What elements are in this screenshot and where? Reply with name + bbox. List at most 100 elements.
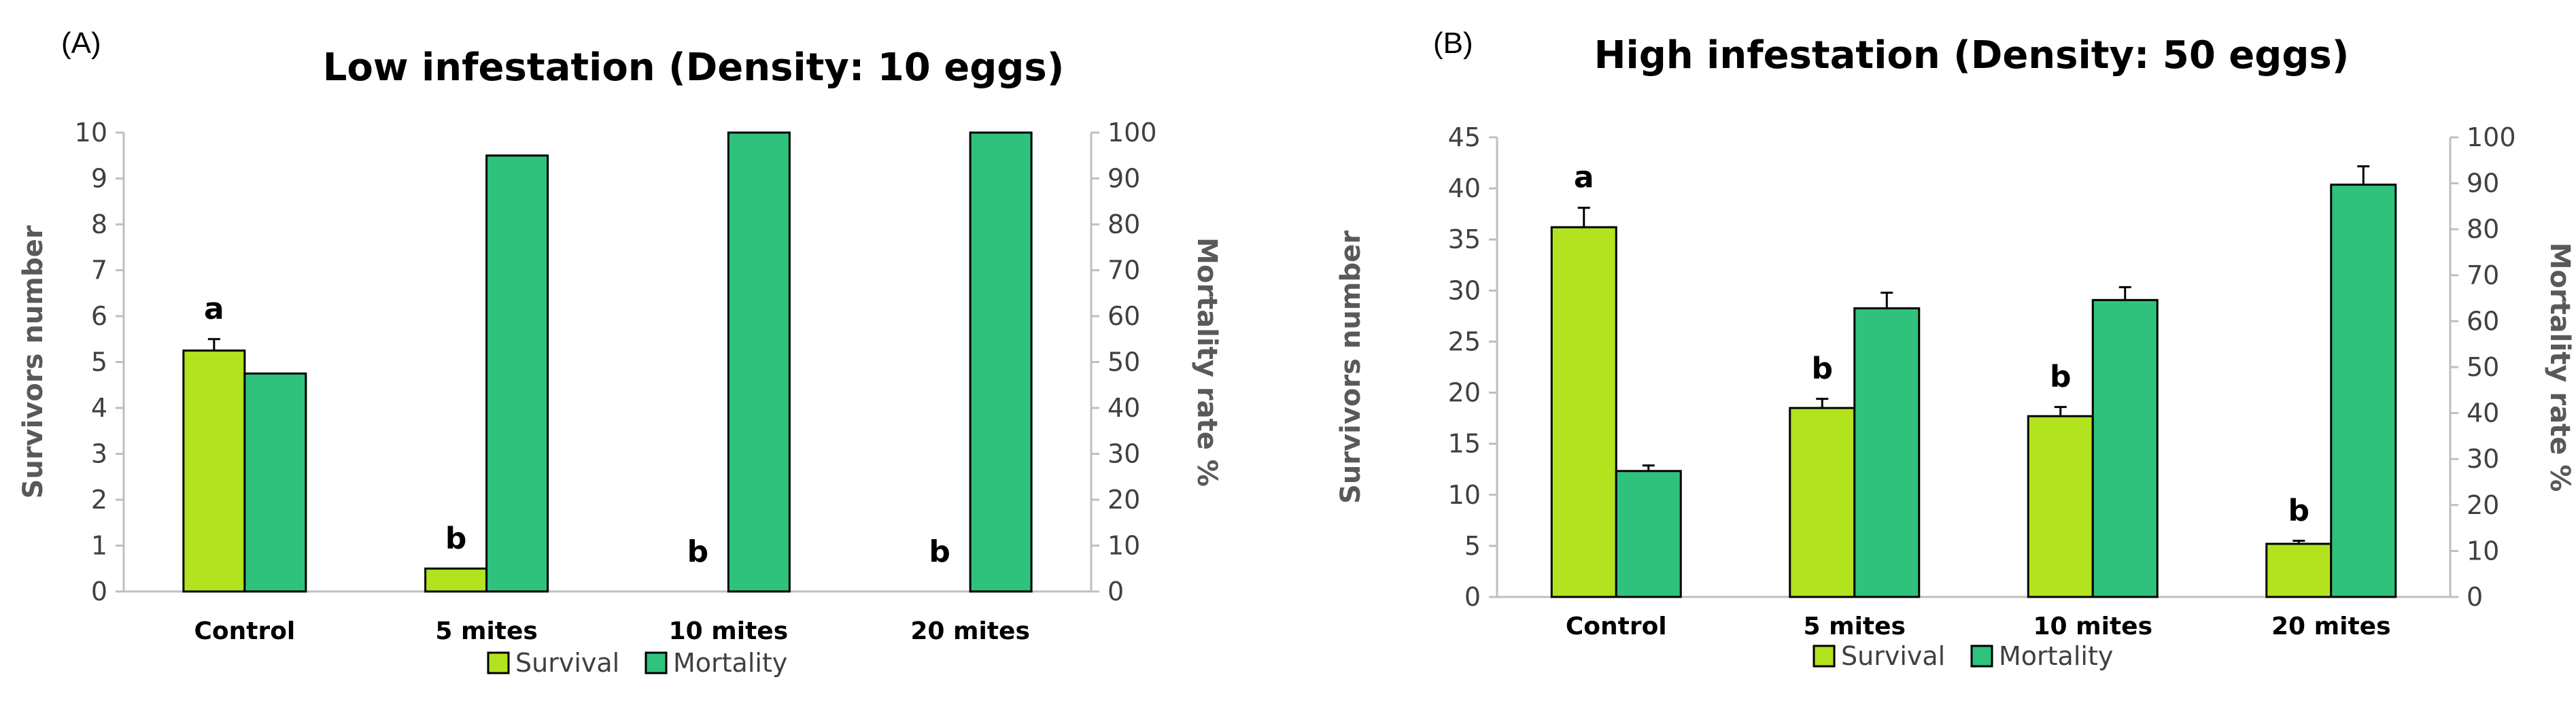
right-tick-label: 30: [2467, 444, 2499, 474]
legend: Survival Mortality: [487, 648, 787, 678]
legend-swatch-survival: [1813, 645, 1836, 668]
significance-letter: b: [687, 534, 709, 569]
left-tick-label: 2: [91, 485, 107, 515]
y2-axis-title: Mortality rate %: [1191, 237, 1222, 487]
legend: Survival Mortality: [1813, 641, 2113, 671]
y2-axis-title: Mortality rate %: [2544, 243, 2575, 492]
left-tick-label: 8: [91, 209, 107, 239]
right-tick-label: 40: [1107, 393, 1140, 423]
left-tick-label: 5: [1464, 531, 1481, 561]
left-tick-label: 40: [1448, 173, 1481, 203]
category-label: 5 mites: [435, 617, 538, 645]
panel-label: (A): [61, 27, 101, 60]
mortality-bar: [969, 131, 1033, 593]
category-label: Control: [194, 617, 295, 645]
legend-label-mortality: Mortality: [673, 648, 787, 678]
left-tick-label: 0: [1464, 582, 1481, 612]
left-tick-label: 5: [91, 347, 107, 377]
category-group: a Control: [182, 292, 307, 645]
right-tick-label: 90: [2467, 169, 2499, 199]
mortality-bar: [2330, 184, 2397, 598]
legend-label-mortality: Mortality: [1999, 641, 2113, 671]
y-axis-title: Survivors number: [1335, 230, 1367, 504]
left-tick-label: 10: [75, 118, 107, 148]
category-group: a Control: [1550, 160, 1682, 640]
right-tick-label: 20: [1107, 485, 1140, 515]
right-tick-label: 100: [2467, 122, 2516, 152]
panel-b: (B) High infestation (Density: 50 eggs) 0 5…: [1335, 27, 2575, 671]
legend-swatch-mortality: [1970, 645, 1993, 668]
chart-title: High infestation (Density: 50 eggs): [1594, 33, 2350, 78]
left-tick-label: 15: [1448, 429, 1481, 459]
right-tick-label: 60: [1107, 301, 1140, 331]
significance-letter: b: [929, 534, 950, 569]
right-tick-label: 20: [2467, 490, 2499, 520]
left-tick-label: 45: [1448, 122, 1481, 152]
category-label: 20 mites: [2271, 613, 2391, 640]
category-label: 10 mites: [2033, 613, 2152, 640]
legend-label-survival: Survival: [1841, 641, 1945, 671]
mortality-bar: [2091, 298, 2159, 598]
right-tick-label: 50: [2467, 352, 2499, 382]
left-tick-label: 25: [1448, 326, 1481, 356]
right-tick-label: 90: [1107, 164, 1140, 194]
y-axis-title: Survivors number: [18, 225, 49, 498]
category-group: b 10 mites: [2027, 286, 2159, 640]
left-tick-label: 30: [1448, 275, 1481, 305]
left-tick-label: 20: [1448, 378, 1481, 408]
survival-bar: [424, 567, 488, 593]
significance-letter: b: [445, 521, 467, 555]
left-tick-label: 7: [91, 256, 107, 286]
left-tick-label: 1: [91, 531, 107, 561]
legend-swatch-survival: [487, 651, 510, 674]
significance-letter: b: [1812, 352, 1834, 386]
panel-label: (B): [1433, 27, 1473, 60]
category-group: b 5 mites: [424, 154, 549, 645]
survival-bar: [1789, 407, 1856, 598]
right-tick-label: 70: [1107, 256, 1140, 286]
chart-title: Low infestation (Density: 10 eggs): [323, 46, 1065, 90]
right-tick-label: 10: [2467, 536, 2499, 566]
left-tick-label: 10: [1448, 480, 1481, 510]
survival-bar: [1550, 226, 1617, 598]
significance-letter: a: [1574, 160, 1594, 195]
right-tick-label: 0: [1107, 577, 1124, 606]
survival-bar: [182, 349, 246, 593]
significance-letter: b: [2050, 360, 2072, 394]
mortality-bar: [485, 154, 549, 593]
right-tick-label: 40: [2467, 398, 2499, 428]
right-tick-label: 0: [2467, 582, 2483, 612]
right-tick-label: 30: [1107, 439, 1140, 469]
right-tick-label: 10: [1107, 531, 1140, 561]
category-label: 20 mites: [910, 617, 1030, 645]
right-tick-label: 80: [1107, 209, 1140, 239]
category-group: b 5 mites: [1789, 291, 1921, 640]
significance-letter: b: [2288, 493, 2310, 528]
mortality-bar: [243, 372, 307, 593]
right-tick-label: 100: [1107, 118, 1157, 148]
significance-letter: a: [204, 292, 224, 326]
right-tick-label: 50: [1107, 347, 1140, 377]
category-group: b 20 mites: [2265, 165, 2397, 640]
right-tick-label: 60: [2467, 306, 2499, 336]
left-tick-label: 9: [91, 164, 107, 194]
left-tick-label: 4: [91, 393, 107, 423]
survival-bar: [2027, 415, 2094, 598]
right-tick-label: 80: [2467, 214, 2499, 244]
survival-bar: [2265, 543, 2333, 598]
category-label: 10 mites: [669, 617, 789, 645]
left-tick-label: 3: [91, 439, 107, 469]
left-tick-label: 0: [91, 577, 107, 606]
legend-swatch-mortality: [645, 651, 668, 674]
mortality-bar: [727, 131, 791, 593]
right-tick-label: 70: [2467, 260, 2499, 290]
category-group: b 10 mites: [669, 131, 791, 645]
left-tick-label: 35: [1448, 224, 1481, 254]
legend-label-survival: Survival: [515, 648, 619, 678]
category-group: b 20 mites: [910, 131, 1033, 645]
mortality-bar: [1615, 470, 1682, 598]
panel-a: (A) Low infestation (Density: 10 eggs) 0 1 2…: [18, 27, 1222, 678]
category-label: 5 mites: [1804, 613, 1906, 640]
category-label: Control: [1566, 613, 1667, 640]
